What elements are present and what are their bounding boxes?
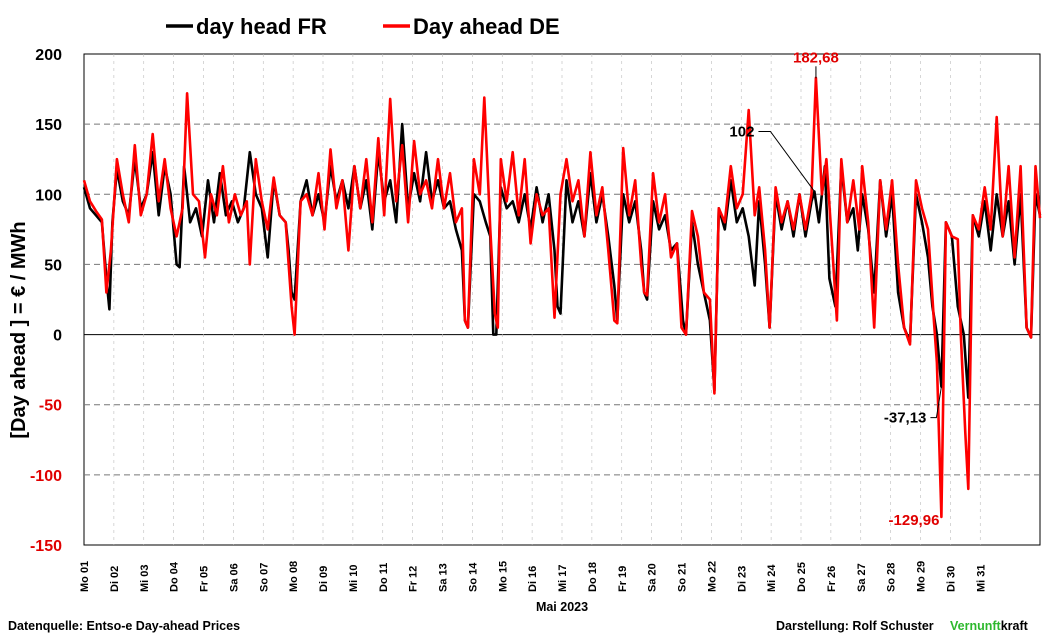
series-line-de: [82, 76, 1042, 519]
x-tick-label: Fr 26: [826, 566, 838, 592]
legend-label-de: Day ahead DE: [413, 14, 560, 39]
x-tick-label: Mi 31: [975, 564, 987, 592]
x-tick-label: Di 30: [945, 566, 957, 592]
x-tick-label: Mo 15: [497, 561, 509, 592]
x-tick-label: So 21: [677, 563, 689, 592]
annotation-leader: [758, 130, 815, 192]
annotations: 182,68 102 -37,13 -129,96: [729, 49, 942, 529]
legend: day head FR Day ahead DE: [166, 14, 560, 39]
annotation-leader: [930, 386, 942, 419]
x-tick-label: Fr 19: [617, 566, 629, 592]
x-tick-label: Mo 08: [288, 561, 300, 592]
footer-brand: Vernunftkraft: [950, 619, 1029, 633]
x-tick-label: So 07: [258, 563, 270, 592]
x-tick-label: So 14: [467, 562, 479, 592]
gridlines: [83, 53, 1041, 546]
x-tick-label: So 28: [886, 563, 898, 592]
x-tick-label: Sa 13: [438, 563, 450, 592]
x-tick-label: Do 25: [796, 562, 808, 592]
annotation-label: -129,96: [889, 512, 940, 529]
y-tick-label: 100: [35, 187, 62, 204]
x-tick-label: Di 16: [527, 566, 539, 592]
x-tick-label: Do 11: [378, 563, 390, 592]
x-tick-label: Fr 12: [408, 566, 420, 592]
footer-source: Datenquelle: Entso-e Day-ahead Prices: [8, 619, 240, 633]
y-tick-label: 200: [35, 47, 62, 64]
y-tick-label: -150: [30, 538, 62, 555]
x-tick-label: Sa 20: [647, 563, 659, 592]
x-axis-label: Mai 2023: [536, 600, 588, 614]
y-tick-label: -100: [30, 468, 62, 485]
x-tick-label: Mi 03: [139, 564, 151, 592]
x-tick-label: Di 02: [109, 566, 121, 592]
footer-author: Darstellung: Rolf Schuster: [776, 619, 934, 633]
x-tick-label: Do 18: [587, 562, 599, 592]
y-axis-ticks: -150 -100 -50 0 50 100 150 200: [30, 47, 62, 555]
annotation-label: 102: [729, 123, 754, 140]
y-axis-label: [Day ahead ] = € / MWh: [8, 221, 30, 438]
legend-label-fr: day head FR: [196, 14, 327, 39]
y-tick-label: -50: [39, 398, 62, 415]
x-tick-label: Mo 29: [916, 561, 928, 592]
x-tick-label: Di 09: [318, 566, 330, 592]
brand-part1: Vernunft: [950, 619, 1002, 633]
x-tick-label: Mo 22: [706, 561, 718, 592]
x-tick-label: Mo 01: [79, 561, 91, 592]
series-lines: [82, 76, 1042, 519]
brand-part2: kraft: [1001, 619, 1029, 633]
annotation-label: -37,13: [884, 410, 927, 427]
x-axis-ticks: Mo 01 Di 02 Mi 03 Do 04 Fr 05 Sa 06 So 07 Mo 08…: [79, 561, 987, 592]
x-tick-label: Sa 06: [228, 563, 240, 592]
x-tick-label: Sa 27: [856, 563, 868, 592]
x-tick-label: Fr 05: [199, 566, 211, 592]
y-tick-label: 150: [35, 117, 62, 134]
x-tick-label: Mi 24: [766, 564, 778, 592]
x-tick-label: Di 23: [736, 566, 748, 592]
x-tick-label: Mi 17: [557, 564, 569, 592]
x-tick-label: Mi 10: [348, 564, 360, 592]
y-tick-label: 0: [53, 328, 62, 345]
y-tick-label: 50: [44, 257, 62, 274]
annotation-label: 182,68: [793, 49, 839, 66]
x-tick-label: Do 04: [169, 561, 181, 592]
